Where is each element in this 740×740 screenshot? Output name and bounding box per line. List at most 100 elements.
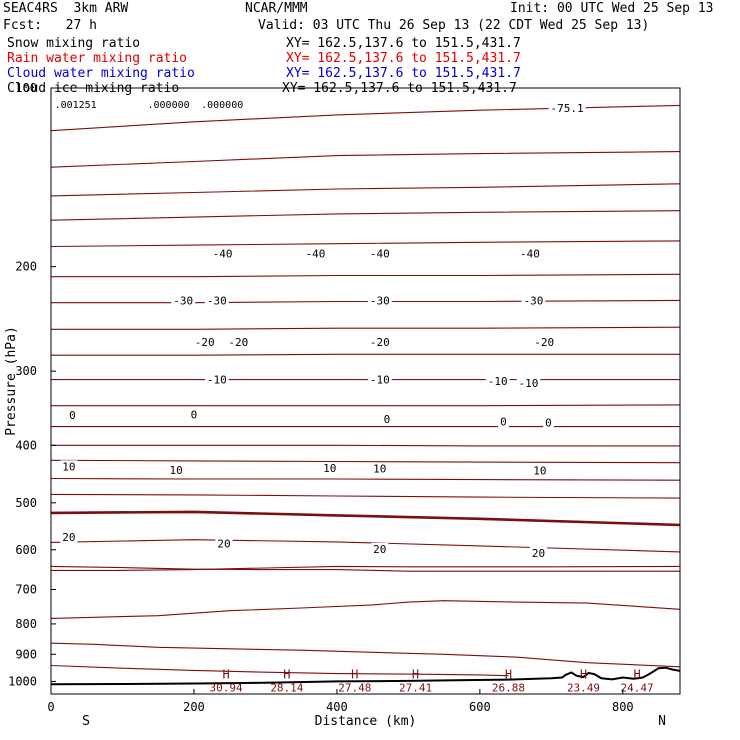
isotherm-line-0: [50, 104, 681, 132]
x-tick-label: 800: [612, 700, 634, 714]
contour-label: -40: [306, 247, 326, 260]
y-axis-title: Pressure (hPa): [4, 326, 19, 436]
contour-label-bg: [517, 247, 542, 260]
top-annotation: .000000: [147, 100, 189, 111]
terrain-line: [50, 666, 681, 686]
contour-label-bg: [381, 412, 393, 425]
contour-label: -10: [207, 374, 227, 387]
contour-label: -40: [213, 247, 233, 260]
isotherm-line-8: [51, 353, 680, 356]
org-label: NCAR/MMM: [245, 1, 308, 16]
contour-label-bg: [204, 373, 229, 386]
contour-label-bg: [367, 247, 392, 260]
contour-label: 10: [533, 464, 546, 477]
contour-label: -75.1: [551, 102, 584, 115]
contour-label-bg: [204, 294, 229, 307]
contour-label-bg: [192, 336, 217, 349]
contour-label-bg: [210, 247, 235, 260]
contour-label-bg: [371, 542, 389, 555]
x-axis-title: Distance (km): [315, 714, 417, 729]
contour-label: 20: [217, 537, 230, 550]
y-tick-label: 300: [15, 364, 37, 378]
contour-label: -20: [370, 336, 390, 349]
contour-label: 10: [169, 464, 182, 477]
contour-label: 10: [62, 460, 75, 473]
contour-label-bg: [367, 336, 392, 349]
model-title: SEAC4RS 3km ARW: [3, 1, 129, 16]
isotherm-line-21: [50, 642, 681, 668]
contour-label-bg: [532, 336, 557, 349]
isotherm-line-10: [51, 404, 681, 407]
top-annotation: .001251: [55, 100, 97, 111]
contour-label-bg: [548, 101, 586, 114]
y-tick-label: 1000: [8, 674, 37, 688]
contour-label: -20: [195, 336, 215, 349]
terrain-profile: [50, 666, 681, 686]
isotherm-line-6: [51, 299, 681, 304]
isotherm-line-14: [50, 477, 681, 481]
surface-max-value: 23.49: [567, 681, 600, 694]
field-name-rain: Rain water mixing ratio: [7, 51, 188, 66]
contour-label: -20: [534, 336, 554, 349]
plot-frame: [50, 87, 681, 695]
contour-label-bg: [543, 416, 554, 429]
surface-max-value: 27.48: [338, 681, 371, 694]
y-tick-label: 700: [15, 583, 37, 597]
contour-label-bg: [516, 376, 541, 389]
isotherm-line-3: [50, 210, 681, 221]
isotherm-line-15: [50, 493, 681, 499]
contour-label: 0: [69, 409, 76, 422]
field-xy-cloud-water: XY= 162.5,137.6 to 151.5,431.7: [286, 66, 521, 81]
y-tick-label: 600: [15, 543, 37, 557]
x-tick-label: 600: [469, 700, 491, 714]
y-tick-label: 400: [15, 438, 37, 452]
init-time: Init: 00 UTC Wed 25 Sep 13: [510, 1, 714, 16]
contour-label-bg: [67, 409, 78, 422]
isotherm-line-1: [50, 151, 681, 168]
contour-label-bg: [529, 546, 548, 559]
y-tick-label: 800: [15, 617, 37, 631]
surface-max-marker: H: [580, 667, 587, 681]
contour-label: 10: [373, 463, 386, 476]
isotherm-line-22: [50, 664, 509, 677]
y-tick-label: 500: [15, 496, 37, 510]
isotherm-line-18: [50, 565, 680, 572]
contour-label: -10: [488, 375, 508, 388]
contour-label-bg: [367, 294, 392, 307]
top-annotation: .000000: [201, 100, 243, 111]
contour-label: -10: [370, 374, 390, 387]
contour-label: 0: [500, 416, 507, 429]
surface-max-value: 28.14: [270, 681, 303, 694]
surface-max-marker: H: [412, 667, 419, 681]
contour-label-bg: [215, 537, 233, 550]
y-tick-label: 900: [15, 647, 37, 661]
field-xy-snow: XY= 162.5,137.6 to 151.5,431.7: [286, 36, 521, 51]
contour-label-bg: [60, 531, 78, 544]
surface-max-marker: H: [633, 667, 640, 681]
contour-label-bg: [171, 294, 196, 307]
contour-label-bg: [367, 373, 392, 386]
contour-label: 20: [373, 543, 386, 556]
isotherm-lines: [50, 104, 681, 677]
isotherm-line-5: [51, 273, 681, 278]
surface-max-value: 30.94: [210, 681, 243, 694]
contour-label-bg: [531, 464, 549, 477]
x-tick-label: 400: [326, 700, 348, 714]
forecast-hour: Fcst: 27 h: [3, 18, 97, 33]
contour-label-bg: [188, 408, 200, 421]
contour-label-bg: [303, 247, 328, 260]
surface-max-value: 24.47: [621, 681, 654, 694]
surface-max-marker: H: [351, 667, 358, 681]
isotherm-line-7: [51, 326, 681, 330]
y-tick-label: 100: [15, 81, 37, 95]
contour-label: 20: [62, 531, 75, 544]
contour-label-bg: [485, 375, 510, 388]
field-name-snow: Snow mixing ratio: [7, 36, 141, 51]
contour-label-bg: [371, 462, 389, 475]
surface-max-value: 26.88: [492, 681, 525, 694]
y-tick-label: 200: [15, 260, 37, 274]
contour-label: -30: [207, 294, 227, 307]
contour-label: -40: [520, 247, 540, 260]
contour-label-bg: [521, 294, 546, 307]
